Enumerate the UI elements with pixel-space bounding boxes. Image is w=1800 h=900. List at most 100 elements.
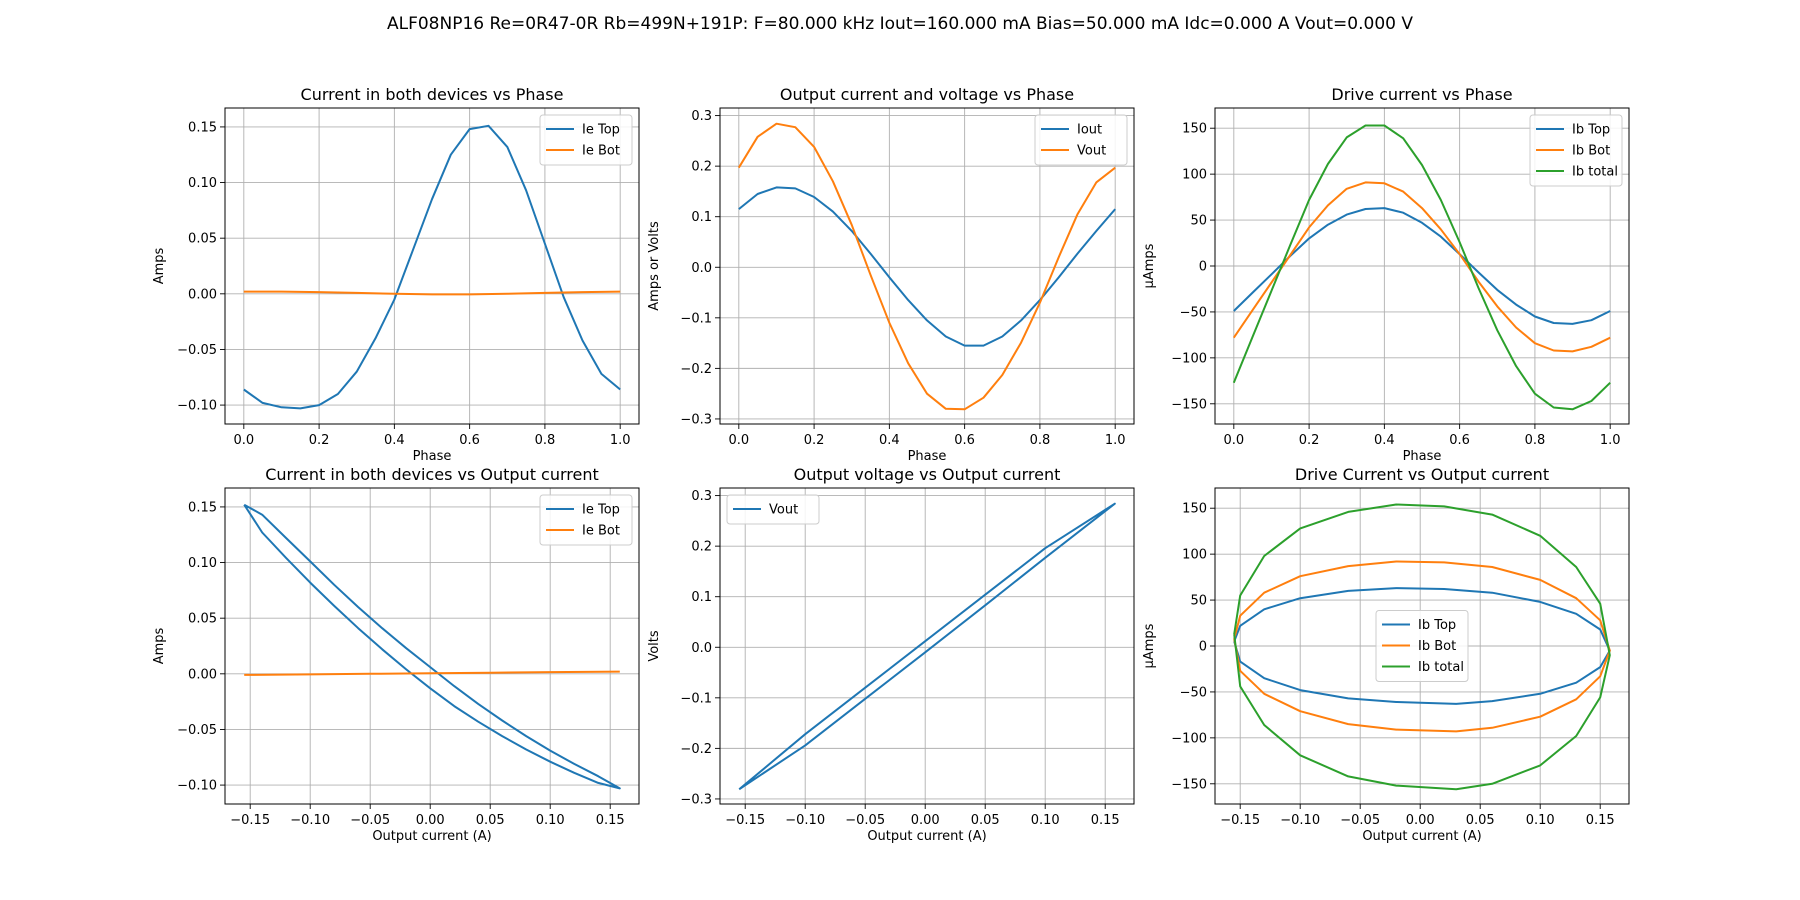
legend-label: Ie Bot	[582, 144, 620, 159]
y-tick-label: 0.05	[188, 612, 217, 627]
x-tick-label: −0.15	[1220, 813, 1260, 828]
legend-label: Vout	[1077, 144, 1106, 159]
chart-6: −0.15 −0.10 −0.05 0.00 0.05 0.10 0.15 −150 −100 −…	[1142, 465, 1630, 844]
legend: Ie Top Ie Bot	[539, 114, 633, 166]
x-tick-label: 0.05	[971, 813, 1000, 828]
x-tick-label: 0.6	[1449, 433, 1470, 448]
chart-title: Drive Current vs Output current	[1295, 465, 1549, 484]
y-tick-label: 0.0	[691, 641, 712, 656]
x-tick-label: 0.15	[1586, 813, 1615, 828]
y-tick-label: 50	[1190, 214, 1207, 229]
legend-box	[1529, 114, 1623, 187]
legend-label: Ib Top	[1418, 618, 1456, 633]
y-tick-label: 0	[1199, 640, 1207, 655]
legend-box	[539, 494, 633, 546]
x-axis-label: Output current (A)	[372, 829, 491, 844]
x-tick-label: 0.2	[1299, 433, 1320, 448]
x-axis-label: Phase	[1403, 449, 1442, 464]
y-tick-label: 50	[1190, 594, 1207, 609]
chart-title: Current in both devices vs Output curren…	[265, 465, 599, 484]
y-tick-label: −0.1	[680, 691, 712, 706]
y-tick-label: −0.2	[680, 362, 712, 377]
x-tick-label: −0.15	[230, 813, 270, 828]
chart-5: −0.15 −0.10 −0.05 0.00 0.05 0.10 0.15 −0.3 −0.2 −…	[647, 465, 1135, 844]
x-tick-label: 0.2	[804, 433, 825, 448]
x-tick-label: 0.05	[476, 813, 505, 828]
legend-label: Ib Bot	[1418, 639, 1456, 654]
chart-1: 0.0 0.2 0.4 0.6 0.8 1.0 −0.10 −0.05 0.00 0.05 0.10…	[152, 85, 640, 464]
x-tick-label: 0.10	[1526, 813, 1555, 828]
axes-frame	[1214, 487, 1630, 805]
y-tick-label: −0.3	[680, 412, 712, 427]
chart-2: 0.0 0.2 0.4 0.6 0.8 1.0 −0.3 −0.2 −0.1 0.0 0.1 0.2 0…	[647, 85, 1135, 464]
y-tick-label: −0.2	[680, 742, 712, 757]
legend-label: Vout	[769, 503, 798, 518]
y-tick-label: −0.05	[177, 343, 217, 358]
axes-frame	[224, 107, 640, 425]
x-tick-label: 1.0	[1105, 433, 1126, 448]
y-tick-label: 0.15	[188, 500, 217, 515]
y-tick-label: −0.10	[177, 399, 217, 414]
series-line	[243, 124, 621, 410]
series-line	[244, 670, 620, 676]
y-tick-label: −0.10	[177, 779, 217, 794]
y-tick-label: −0.05	[177, 723, 217, 738]
legend: Ib Top Ib Bot Ib total	[1375, 610, 1469, 682]
y-tick-label: 0.00	[188, 667, 217, 682]
series-line	[737, 122, 1116, 411]
x-tick-label: 0.0	[728, 433, 749, 448]
y-tick-label: 0.3	[691, 489, 712, 504]
x-tick-label: 0.05	[1466, 813, 1495, 828]
y-tick-label: 0.2	[691, 160, 712, 175]
legend-box	[1034, 114, 1128, 166]
legend-box	[539, 114, 633, 166]
x-tick-label: −0.15	[725, 813, 765, 828]
series-line	[1233, 503, 1611, 791]
y-tick-label: 0.0	[691, 261, 712, 276]
x-tick-label: 0.15	[596, 813, 625, 828]
legend-label: Ib total	[1418, 660, 1464, 675]
x-tick-label: −0.10	[1280, 813, 1320, 828]
axes-frame	[719, 107, 1135, 425]
y-tick-label: −0.1	[680, 311, 712, 326]
x-tick-label: 0.4	[879, 433, 900, 448]
x-tick-label: −0.05	[1340, 813, 1380, 828]
x-tick-label: 0.6	[459, 433, 480, 448]
y-axis-label: Amps	[152, 627, 167, 664]
series-line	[243, 290, 621, 296]
series-line	[1233, 207, 1611, 325]
x-tick-label: 0.2	[309, 433, 330, 448]
x-tick-label: 0.4	[384, 433, 405, 448]
legend-box	[726, 494, 820, 525]
y-tick-label: 100	[1182, 168, 1207, 183]
legend-label: Iout	[1077, 123, 1102, 138]
chart-title: Current in both devices vs Phase	[301, 85, 564, 104]
chart-title: Drive current vs Phase	[1331, 85, 1512, 104]
legend: Ib Top Ib Bot Ib total	[1529, 114, 1623, 187]
legend: Vout	[726, 494, 820, 525]
series-line	[1232, 181, 1611, 353]
x-tick-label: 0.00	[416, 813, 445, 828]
y-tick-label: −150	[1171, 777, 1207, 792]
y-axis-label: Volts	[647, 630, 662, 662]
x-tick-label: 0.6	[954, 433, 975, 448]
legend-label: Ib total	[1572, 165, 1618, 180]
y-tick-label: −100	[1171, 351, 1207, 366]
legend: Ie Top Ie Bot	[539, 494, 633, 546]
x-tick-label: −0.05	[350, 813, 390, 828]
x-axis-label: Output current (A)	[867, 829, 986, 844]
figure-title: ALF08NP16 Re=0R47-0R Rb=499N+191P: F=80.…	[386, 14, 1414, 34]
y-tick-label: 0.15	[188, 120, 217, 135]
x-tick-label: 0.0	[233, 433, 254, 448]
y-axis-label: µAmps	[1142, 623, 1157, 668]
x-axis-label: Phase	[413, 449, 452, 464]
x-tick-label: 1.0	[610, 433, 631, 448]
y-tick-label: −100	[1171, 731, 1207, 746]
legend-label: Ie Top	[582, 503, 620, 518]
x-tick-label: 0.4	[1374, 433, 1395, 448]
series-line	[738, 502, 1116, 791]
x-tick-label: 0.0	[1223, 433, 1244, 448]
y-tick-label: 0.3	[691, 109, 712, 124]
x-tick-label: 0.8	[1030, 433, 1051, 448]
